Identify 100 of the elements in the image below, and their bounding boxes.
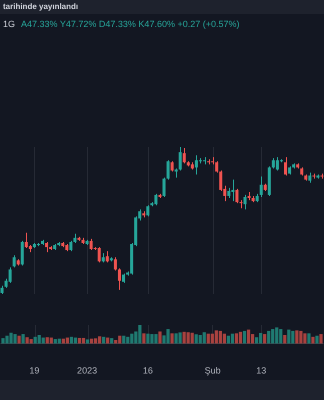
bar — [166, 329, 170, 344]
x-tick-label: 2023 — [77, 365, 98, 376]
bar — [263, 334, 266, 344]
bar — [22, 334, 25, 344]
bar — [9, 332, 13, 344]
candlestick — [227, 187, 230, 199]
bar — [58, 338, 61, 344]
bar — [295, 330, 298, 344]
candlestick — [244, 194, 247, 210]
candlestick — [284, 156, 288, 176]
bar — [279, 329, 282, 344]
candlestick — [194, 154, 198, 175]
bar — [54, 339, 57, 344]
bar — [62, 338, 65, 344]
bar — [218, 330, 222, 344]
bar — [142, 333, 146, 344]
bar — [242, 330, 246, 344]
bar — [214, 330, 218, 344]
bar — [315, 336, 319, 344]
bar — [74, 338, 78, 344]
bar — [291, 330, 294, 344]
candlestick — [114, 256, 117, 271]
candlestick — [122, 273, 126, 284]
x-tick-label: 16 — [142, 365, 153, 376]
candlestick — [146, 204, 150, 217]
bar — [170, 333, 174, 344]
bar — [271, 329, 274, 344]
bar — [178, 332, 182, 344]
bar — [283, 334, 286, 344]
bar — [46, 337, 49, 344]
bar — [110, 338, 114, 344]
bar — [206, 334, 210, 344]
bar — [210, 334, 214, 344]
candlestick — [170, 160, 174, 172]
candlestick — [45, 241, 48, 253]
chart-subtitle: A47.33% Y47.72% D47.33% K47.60% +0.27 (+0.57%) — [21, 19, 240, 29]
candlestick — [24, 232, 28, 248]
candlestick — [182, 148, 186, 164]
bar — [17, 336, 21, 344]
bar — [226, 336, 230, 344]
candlestick — [90, 238, 93, 251]
bar — [70, 336, 74, 344]
bar — [102, 336, 106, 344]
bar — [287, 330, 290, 344]
bar — [303, 333, 307, 344]
x-tick-label: 13 — [256, 365, 266, 376]
candlestick — [272, 158, 275, 169]
bar — [122, 336, 126, 344]
candlestick — [102, 252, 105, 263]
bar — [50, 338, 53, 344]
bar — [38, 334, 41, 344]
bar — [311, 336, 315, 344]
bar — [154, 334, 158, 344]
bar — [198, 334, 202, 344]
bar — [307, 333, 311, 344]
bar — [259, 332, 262, 344]
candlestick — [231, 179, 234, 202]
bar — [182, 332, 186, 344]
bar — [130, 334, 134, 344]
bar — [106, 338, 110, 344]
bar — [319, 334, 323, 344]
bar — [114, 340, 118, 344]
bar — [190, 332, 194, 344]
bar — [126, 336, 130, 344]
bar — [230, 334, 234, 344]
bar — [86, 339, 90, 344]
candlestick — [69, 240, 72, 252]
candlestick — [235, 188, 238, 204]
bar — [34, 336, 37, 344]
candlestick — [203, 156, 206, 165]
bar — [30, 339, 33, 344]
bar — [82, 338, 86, 344]
bar — [94, 338, 98, 344]
bar — [174, 333, 178, 344]
bar — [118, 336, 122, 344]
bar — [78, 338, 82, 344]
candlestick — [98, 246, 101, 263]
bar — [275, 327, 278, 344]
candlestick — [118, 268, 121, 290]
bar — [246, 330, 250, 344]
bar — [299, 330, 302, 344]
candlestick — [276, 156, 279, 172]
bar — [138, 325, 142, 344]
bar — [150, 334, 154, 344]
bar — [1, 338, 5, 344]
bar — [5, 336, 9, 344]
bar — [146, 334, 150, 344]
candlestick — [12, 254, 16, 268]
bar — [90, 338, 94, 344]
candlestick — [106, 250, 109, 263]
candlestick — [308, 172, 312, 184]
bar — [194, 334, 198, 344]
bar — [26, 337, 29, 344]
bar — [202, 332, 206, 344]
text: tarihinde yayınlandı — [0, 0, 324, 14]
bar — [222, 334, 226, 344]
x-tick-label: 19 — [29, 365, 40, 376]
candlestick — [20, 240, 24, 266]
bar — [254, 337, 258, 344]
x-tick-label: Şub — [204, 365, 221, 376]
